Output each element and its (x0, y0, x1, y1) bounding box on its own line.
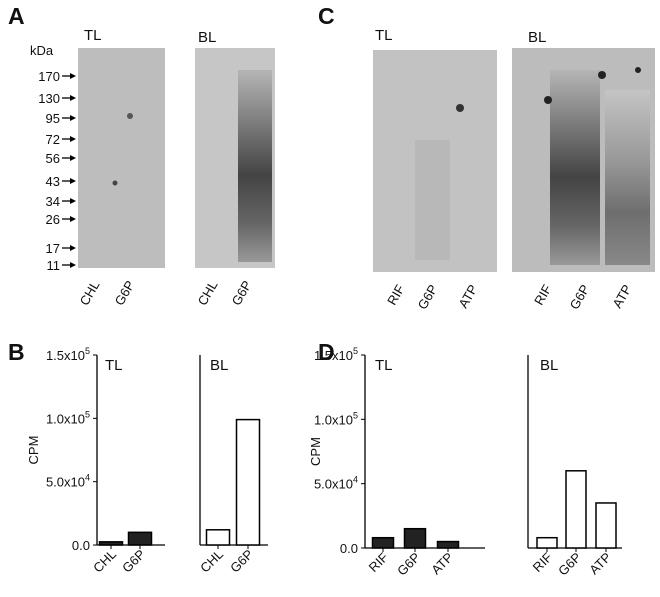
gel-lane (550, 70, 600, 265)
bar (205, 529, 231, 546)
chart-title: BL (210, 357, 228, 374)
chart-title: TL (105, 357, 123, 374)
bar (403, 527, 427, 549)
y-tick-exponent: 4 (353, 475, 358, 485)
marker-label: 130 (38, 91, 60, 106)
marker-arrowhead (70, 216, 76, 222)
x-tick-label: ATP (586, 550, 614, 578)
panel-label: A (8, 3, 25, 29)
marker-label: 170 (38, 69, 60, 84)
marker-arrowhead (70, 115, 76, 121)
lane-label: ATP (609, 282, 634, 311)
marker-label: 26 (46, 212, 60, 227)
gel-lane (415, 140, 450, 260)
marker-label: 43 (46, 174, 60, 189)
lane-label: CHL (195, 278, 221, 308)
bar (595, 502, 617, 549)
y-tick-text: 1.0x10 (314, 412, 353, 427)
y-tick-text: 0.0 (72, 538, 90, 553)
y-tick-exponent: 5 (85, 346, 90, 356)
lane-label: RIF (384, 282, 407, 308)
lane-label: CHL (77, 278, 103, 308)
marker-label: 56 (46, 151, 60, 166)
y-tick-text: 1.5x10 (314, 348, 353, 363)
y-tick-label: 0.0 (340, 541, 358, 556)
lane-label: ATP (455, 282, 480, 311)
y-tick-label: 5.0x104 (314, 475, 358, 492)
y-tick-label: 1.0x105 (46, 409, 90, 426)
y-tick-exponent: 5 (353, 346, 358, 356)
marker-label: 17 (46, 241, 60, 256)
lane-label: G6P (567, 282, 593, 312)
marker-label: 34 (46, 194, 60, 209)
panel-label: D (318, 339, 335, 365)
bar (371, 536, 395, 549)
marker-arrowhead (70, 136, 76, 142)
blot-title: BL (528, 29, 546, 46)
blot-title: TL (84, 27, 102, 44)
y-tick-exponent: 5 (85, 409, 90, 419)
marker-arrowhead (70, 178, 76, 184)
gel-image (78, 48, 165, 268)
gel-lane (238, 70, 272, 262)
marker-arrowhead (70, 262, 76, 268)
panel-label: C (318, 3, 335, 29)
chart-title: BL (540, 357, 558, 374)
y-axis-label: CPM (26, 436, 41, 465)
panel-label: B (8, 339, 25, 365)
chart-title: TL (375, 357, 393, 374)
x-tick-label: RIF (530, 549, 555, 574)
marker-arrowhead (70, 198, 76, 204)
lane-label: RIF (531, 282, 554, 308)
x-tick-label: RIF (366, 549, 391, 574)
x-tick-label: G6P (227, 547, 256, 576)
y-tick-text: 5.0x10 (314, 477, 353, 492)
bar (98, 541, 124, 546)
marker-arrowhead (70, 155, 76, 161)
y-tick-label: 0.0 (72, 538, 90, 553)
y-tick-text: 1.0x10 (46, 411, 85, 426)
gel-spot (112, 180, 118, 186)
y-tick-text: 0.0 (340, 541, 358, 556)
y-tick-label: 5.0x104 (46, 473, 90, 490)
y-tick-label: 1.5x105 (314, 346, 358, 363)
marker-label: 11 (47, 258, 61, 273)
bar (235, 418, 261, 546)
marker-label: 95 (46, 111, 60, 126)
bar (436, 540, 460, 549)
y-tick-text: 1.5x10 (46, 348, 85, 363)
gel-spot (598, 71, 606, 79)
x-tick-label: G6P (555, 550, 584, 579)
y-tick-text: 5.0x10 (46, 475, 85, 490)
x-tick-label: ATP (428, 550, 456, 578)
bar (565, 470, 587, 549)
y-axis-label: CPM (308, 437, 323, 466)
gel-lane (605, 90, 650, 265)
y-tick-exponent: 4 (85, 473, 90, 483)
gel-spot (456, 104, 464, 112)
x-tick-label: G6P (119, 547, 148, 576)
marker-arrowhead (70, 73, 76, 79)
marker-arrowhead (70, 245, 76, 251)
x-tick-label: CHL (90, 547, 119, 576)
lane-label: G6P (229, 278, 255, 308)
gel-spot (127, 113, 133, 119)
bar (127, 531, 153, 546)
gel-spot (635, 67, 641, 73)
marker-unit: kDa (30, 43, 54, 58)
x-tick-label: G6P (394, 550, 423, 579)
y-tick-label: 1.0x105 (314, 410, 358, 427)
y-tick-label: 1.5x105 (46, 346, 90, 363)
lane-label: G6P (415, 282, 441, 312)
bar (536, 536, 558, 549)
marker-label: 72 (46, 132, 60, 147)
x-tick-label: CHL (197, 547, 226, 576)
gel-spot (544, 96, 552, 104)
marker-arrowhead (70, 95, 76, 101)
blot-title: TL (375, 27, 393, 44)
y-tick-exponent: 5 (353, 410, 358, 420)
lane-label: G6P (112, 278, 138, 308)
blot-title: BL (198, 29, 216, 46)
